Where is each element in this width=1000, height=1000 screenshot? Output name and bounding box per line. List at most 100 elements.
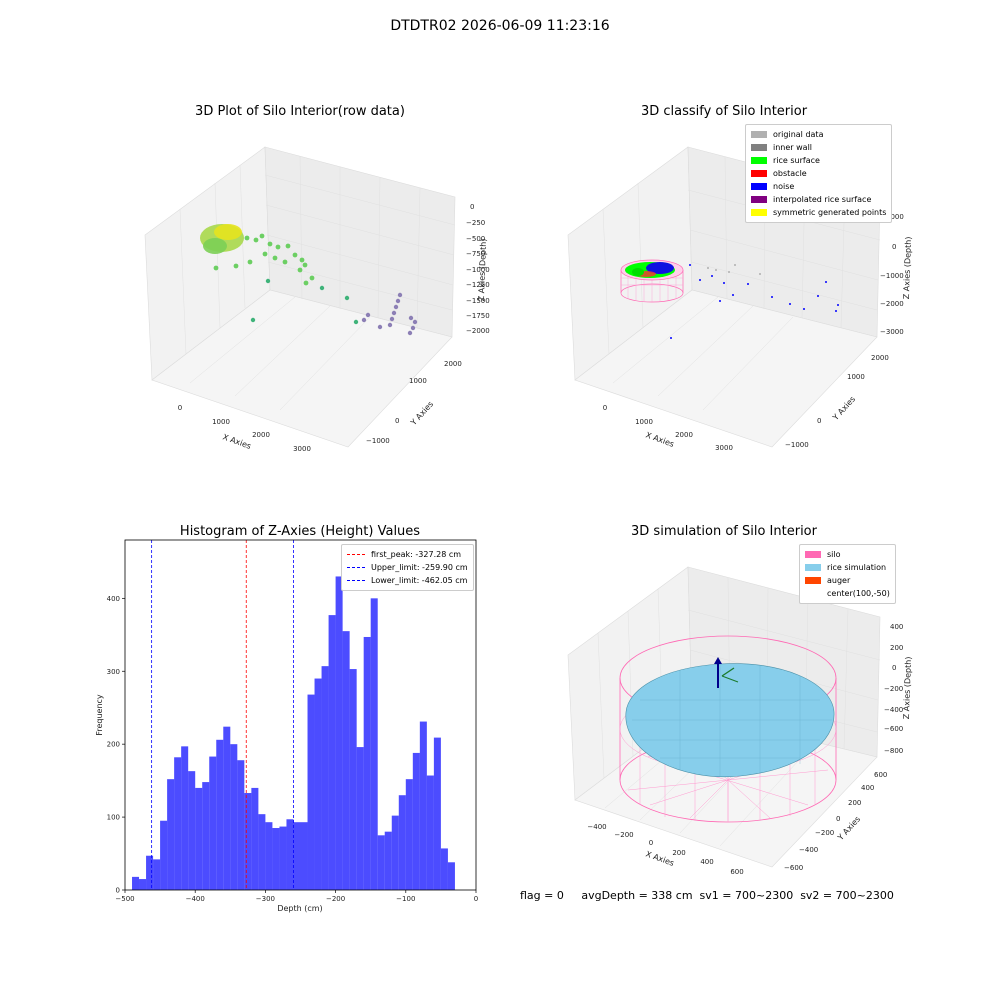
- histogram-bar: [202, 782, 210, 890]
- histogram-bar: [251, 787, 259, 890]
- histogram-bar: [230, 744, 238, 890]
- classify-x-tick: 1000: [635, 418, 653, 426]
- legend-item-auger: auger: [805, 574, 890, 587]
- histogram-x-tick-label: −200: [326, 895, 345, 903]
- histogram-x-tick-label: −400: [186, 895, 205, 903]
- legend-swatch: [751, 144, 767, 151]
- legend-label: noise: [773, 182, 795, 191]
- raw-x-label: X Axies: [221, 432, 252, 451]
- simulation-x-tick: 600: [730, 868, 743, 876]
- classify-x-tick: 2000: [675, 431, 693, 439]
- histogram-bar: [440, 848, 448, 890]
- legend-item-center: center(100,-50): [805, 587, 890, 600]
- histogram-bar: [286, 819, 294, 890]
- histogram-bar: [293, 822, 301, 890]
- legend-item-noise: noise: [751, 180, 886, 193]
- classify-x-tick-labels: 0 1000 2000 3000: [603, 404, 733, 452]
- simulation-x-tick: 200: [672, 849, 685, 857]
- legend-item-lower-limit: Lower_limit: -462.05 cm: [347, 574, 468, 587]
- histogram-bar: [167, 779, 175, 890]
- legend-label: inner wall: [773, 143, 813, 152]
- legend-swatch: [751, 209, 767, 216]
- histogram-bar: [370, 598, 378, 890]
- histogram-bars: [132, 576, 455, 890]
- histogram-bar: [146, 855, 154, 890]
- classify-x-tick: 3000: [715, 444, 733, 452]
- simulation-z-tick: −200: [884, 685, 903, 693]
- histogram-bar: [314, 678, 322, 890]
- legend-item-upper-limit: Upper_limit: -259.90 cm: [347, 561, 468, 574]
- classify-legend: original data inner wall rice surface ob…: [745, 124, 893, 223]
- simulation-legend: silo rice simulation auger center(100,-5…: [799, 544, 896, 604]
- legend-label: symmetric generated points: [773, 208, 887, 217]
- histogram-bar: [398, 795, 406, 890]
- status-footer: flag = 0 avgDepth = 338 cm sv1 = 700~230…: [520, 889, 894, 902]
- histogram-bar: [426, 775, 434, 890]
- histogram-axes: −500 −400 −300 −200 −100 0 0 100 200 300 400 Dept…: [95, 539, 478, 913]
- simulation-x-tick: −400: [587, 823, 606, 831]
- histogram-bar: [174, 757, 182, 890]
- simulation-y-tick: −400: [799, 846, 818, 854]
- simulation-z-tick: 200: [890, 644, 903, 652]
- legend-label: obstacle: [773, 169, 807, 178]
- histogram-reference-lines: [151, 540, 294, 890]
- classify-point-cloud: [620, 259, 839, 339]
- legend-item-original-data: original data: [751, 128, 886, 141]
- simulation-z-tick: −800: [884, 747, 903, 755]
- legend-swatch: [805, 551, 821, 558]
- histogram-bar: [307, 694, 315, 890]
- histogram-legend: first_peak: -327.28 cm Upper_limit: -259…: [341, 544, 474, 591]
- legend-item-rice-surface: rice surface: [751, 154, 886, 167]
- classify-y-tick: −1000: [785, 441, 809, 449]
- legend-label: silo: [827, 550, 841, 559]
- histogram-bar: [237, 760, 245, 890]
- raw-z-tick: −1000: [466, 266, 490, 274]
- histogram-bar: [139, 879, 147, 890]
- histogram-bar: [244, 793, 252, 890]
- classify-x-label: X Axies: [644, 430, 675, 449]
- histogram-bar: [272, 828, 280, 890]
- raw-z-tick: −250: [466, 219, 485, 227]
- legend-label: rice simulation: [827, 563, 887, 572]
- legend-item-first-peak: first_peak: -327.28 cm: [347, 548, 468, 561]
- histogram-title: Histogram of Z-Axies (Height) Values: [179, 524, 421, 539]
- simulation-y-tick: −200: [815, 829, 834, 837]
- raw-z-tick-labels: 0 −250 −500 −750 −1000 −1250 −1500 −1750…: [466, 203, 490, 335]
- histogram-bar: [160, 820, 168, 890]
- histogram-bar: [377, 835, 385, 890]
- legend-swatch: [751, 196, 767, 203]
- simulation-plot-title: 3D simulation of Silo Interior: [631, 524, 817, 539]
- auger-marker: [714, 657, 739, 688]
- histogram-x-ticks: −500 −400 −300 −200 −100 0: [115, 890, 478, 903]
- classify-z-tick: −3000: [880, 328, 904, 336]
- legend-line: [347, 580, 365, 581]
- histogram-y-tick-label: 300: [107, 668, 120, 676]
- histogram-x-tick-label: −500: [115, 895, 134, 903]
- histogram-bar: [265, 822, 273, 890]
- legend-line: [347, 554, 365, 555]
- histogram-y-tick-label: 0: [116, 887, 120, 895]
- histogram-bar: [391, 815, 399, 890]
- histogram-bar: [419, 721, 427, 890]
- simulation-z-tick: −600: [884, 725, 903, 733]
- raw-x-tick-labels: 0 1000 2000 3000: [178, 404, 311, 453]
- histogram-bar: [181, 746, 189, 890]
- histogram-x-tick-label: −100: [396, 895, 415, 903]
- legend-item-silo: silo: [805, 548, 890, 561]
- raw-3d-axes: 0 1000 2000 3000 X Axies −1000 0 1000 20…: [144, 146, 490, 453]
- histogram-bar: [384, 831, 392, 890]
- classify-z-tick: 0: [892, 243, 896, 251]
- classify-z-tick: −1000: [880, 272, 904, 280]
- histogram-bar: [349, 669, 357, 890]
- legend-item-rice-simulation: rice simulation: [805, 561, 890, 574]
- simulation-z-tick: −400: [884, 706, 903, 714]
- simulation-y-tick: 600: [874, 771, 887, 779]
- histogram-x-tick-label: 0: [474, 895, 478, 903]
- raw-y-tick-labels: −1000 0 1000 2000: [366, 360, 462, 445]
- histogram-bar: [209, 756, 217, 890]
- histogram-bar: [300, 822, 308, 890]
- histogram-bar: [433, 737, 441, 890]
- simulation-z-tick-labels: 400 200 0 −200 −400 −600 −800: [884, 623, 903, 755]
- histogram-bar: [447, 862, 455, 890]
